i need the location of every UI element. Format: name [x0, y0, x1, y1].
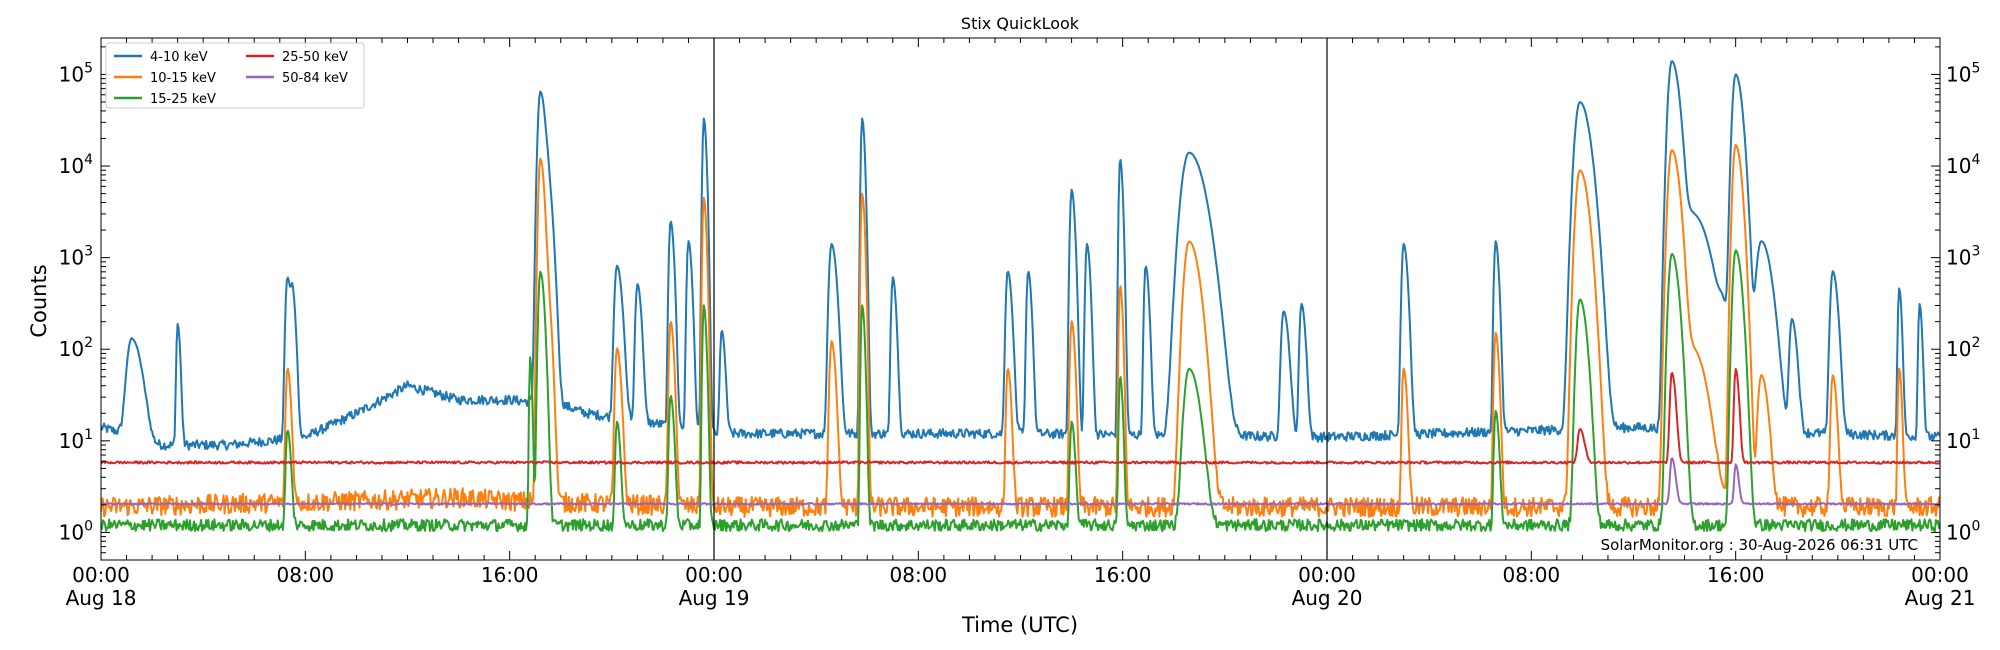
- x-tick-date-label: Aug 20: [1292, 586, 1363, 610]
- x-tick-date-label: Aug 21: [1905, 586, 1976, 610]
- x-tick-label: 08:00: [277, 563, 335, 587]
- series-line-2: [101, 249, 1940, 533]
- x-tick-label: 00:00: [72, 563, 130, 587]
- x-tick-label: 00:00: [1298, 563, 1356, 587]
- x-axis-label: Time (UTC): [961, 613, 1078, 637]
- day-boundary-layer: [713, 38, 1328, 560]
- x-tick-label: 16:00: [1707, 563, 1765, 587]
- y-tick-label-left: 105: [59, 60, 93, 86]
- y-axis-label: Counts: [27, 264, 51, 337]
- y-tick-label-right: 105: [1946, 60, 1980, 86]
- x-tick-label: 16:00: [1094, 563, 1152, 587]
- legend-box: [105, 42, 365, 109]
- y-tick-exponent: 1: [84, 427, 93, 443]
- legend-label: 4-10 keV: [150, 50, 208, 65]
- timestamp-annotation: SolarMonitor.org : 30-Aug-2026 06:31 UTC: [1601, 536, 1918, 554]
- y-tick-label-left: 100: [59, 518, 93, 544]
- series-layer: [101, 60, 1940, 533]
- y-tick-exponent: 1: [1971, 427, 1980, 443]
- x-tick-label: 00:00: [1911, 563, 1969, 587]
- y-tick-label-left: 103: [59, 244, 93, 270]
- y-tick-label-right: 104: [1946, 152, 1980, 178]
- y-tick-exponent: 5: [84, 60, 93, 76]
- y-tick-exponent: 4: [84, 152, 93, 168]
- y-tick-exponent: 5: [1971, 60, 1980, 76]
- y-tick-label-left: 101: [59, 427, 93, 453]
- series-line-0: [101, 60, 1940, 451]
- x-tick-label: 08:00: [890, 563, 948, 587]
- x-tick-date-label: Aug 18: [66, 586, 137, 610]
- y-tick-label-left: 102: [59, 335, 93, 361]
- x-tick-label: 00:00: [685, 563, 743, 587]
- y-tick-label-left: 104: [59, 152, 93, 178]
- y-tick-exponent: 2: [84, 335, 93, 351]
- legend-label: 15-25 keV: [150, 92, 216, 107]
- x-tick-label: 16:00: [481, 563, 539, 587]
- legend-label: 25-50 keV: [282, 50, 348, 65]
- x-tick-label: 08:00: [1503, 563, 1561, 587]
- y-tick-label-right: 103: [1946, 244, 1980, 270]
- chart-title: Stix QuickLook: [961, 14, 1080, 33]
- legend-label: 10-15 keV: [150, 71, 216, 86]
- y-tick-exponent: 4: [1971, 152, 1980, 168]
- y-tick-exponent: 2: [1971, 335, 1980, 351]
- y-tick-label-right: 101: [1946, 427, 1980, 453]
- y-tick-exponent: 3: [1971, 244, 1980, 260]
- legend-label: 50-84 keV: [282, 71, 348, 86]
- y-tick-label-right: 100: [1946, 518, 1980, 544]
- x-tick-date-label: Aug 19: [679, 586, 750, 610]
- legend: 4-10 keV 10-15 keV 15-25 keV 25-50 keV 50-84…: [105, 42, 365, 109]
- series-line-3: [101, 368, 1940, 465]
- y-tick-exponent: 0: [1971, 518, 1980, 534]
- y-tick-exponent: 0: [84, 518, 93, 534]
- series-line-4: [101, 457, 1940, 506]
- y-tick-exponent: 3: [84, 244, 93, 260]
- y-tick-label-right: 102: [1946, 335, 1980, 361]
